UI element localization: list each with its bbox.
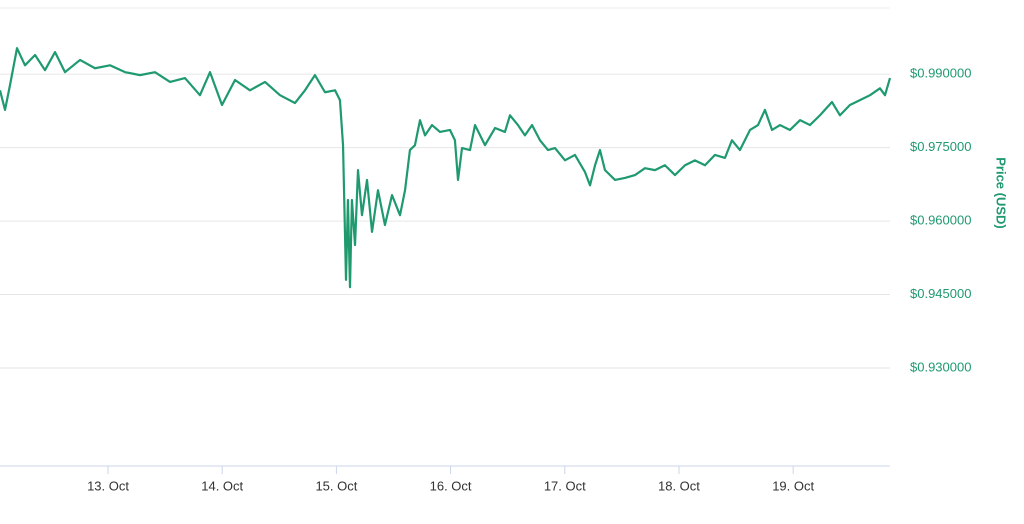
y-tick-label: $0.945000 xyxy=(910,286,971,301)
y-tick-label: $0.990000 xyxy=(910,66,971,81)
y-tick-label: $0.930000 xyxy=(910,359,971,374)
y-tick-label: $0.975000 xyxy=(910,139,971,154)
price-line xyxy=(0,47,892,289)
y-axis-label: Price (USD) xyxy=(994,157,1009,229)
x-tick-label: 19. Oct xyxy=(772,478,814,493)
x-tick-label: 16. Oct xyxy=(430,478,472,493)
y-tick-label: $0.960000 xyxy=(910,213,971,228)
x-tick-label: 13. Oct xyxy=(87,478,129,493)
x-tick-label: 17. Oct xyxy=(544,478,586,493)
x-tick-label: 18. Oct xyxy=(658,478,700,493)
x-tick-label: 14. Oct xyxy=(201,478,243,493)
x-tick-label: 15. Oct xyxy=(315,478,357,493)
